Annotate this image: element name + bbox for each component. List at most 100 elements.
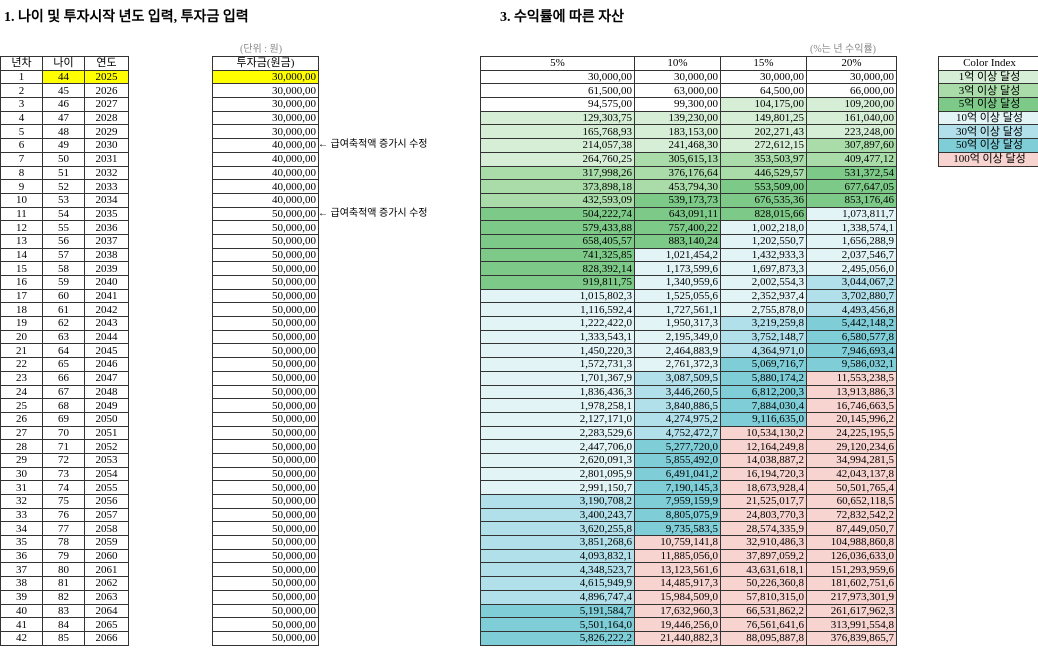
- cell: 50,000,00: [212, 535, 319, 550]
- cell: 2,127,171,0: [480, 411, 635, 427]
- cell: 58: [42, 261, 85, 276]
- row: 1,978,258,1 3,840,886,5 7,884,030,4 16,746,…: [480, 398, 897, 413]
- cell: 85: [42, 630, 85, 646]
- cell: 757,400,22: [634, 220, 721, 235]
- cell: 40,000,00: [212, 165, 319, 181]
- cell: 13,123,561,6: [634, 562, 721, 578]
- row: 3,851,268,6 10,759,141,8 32,910,486,3 104,9…: [480, 535, 897, 550]
- row: 919,811,75 1,340,959,6 2,002,554,3 3,044,06…: [480, 275, 897, 290]
- row: 61,500,00 63,000,00 64,500,00 66,000,00: [480, 83, 897, 99]
- cell: 30,000,00: [212, 83, 319, 99]
- cell: 9,116,635,0: [720, 411, 807, 427]
- row: 2,447,706,0 5,277,720,0 12,164,249,8 29,120…: [480, 439, 897, 454]
- row: 5억 이상 달성: [938, 97, 1038, 112]
- row: 50,000,00: [212, 398, 319, 413]
- cell: 83: [42, 603, 85, 619]
- cell: 36: [0, 548, 43, 564]
- cell: 55: [42, 220, 85, 235]
- cell: 261,617,962,3: [806, 603, 897, 619]
- cell: 1,727,561,1: [634, 302, 721, 318]
- cell: 88,095,887,8: [720, 630, 807, 646]
- cell: 2039: [84, 261, 129, 276]
- row: 50,000,00: [212, 507, 319, 523]
- row: 50,000,00: [212, 603, 319, 619]
- row: 317,998,26 376,176,64 446,529,57 531,372,54: [480, 165, 897, 181]
- cell: 30,000,00: [720, 69, 807, 85]
- row: 3,620,255,8 9,735,583,5 28,574,335,9 87,449…: [480, 521, 897, 537]
- row: 12 55 2036: [0, 220, 129, 235]
- cell: 2047: [84, 370, 129, 386]
- rate-note: (%는 년 수익률): [810, 44, 876, 55]
- cell: 50,000,00: [212, 233, 319, 249]
- cell: 1,021,454,2: [634, 247, 721, 263]
- row: 5 48 2029: [0, 124, 129, 140]
- cell: 82: [42, 589, 85, 605]
- cell: 1,173,599,6: [634, 261, 721, 276]
- cell: 2043: [84, 316, 129, 331]
- cell: 3,620,255,8: [480, 521, 635, 537]
- cell: 2060: [84, 548, 129, 564]
- row: 3,400,243,7 8,805,075,9 24,803,770,3 72,832…: [480, 507, 897, 523]
- row: 10억 이상 달성: [938, 110, 1038, 126]
- cell: 2,801,095,9: [480, 466, 635, 482]
- cell: 3,044,067,2: [806, 275, 897, 290]
- edit-note: ← 급여축적액 증가시 수정: [318, 207, 428, 219]
- row: 3 46 2027: [0, 97, 129, 112]
- cell: 4,752,472,7: [634, 425, 721, 441]
- row: 40 83 2064: [0, 603, 129, 619]
- cell: 353,503,97: [720, 151, 807, 167]
- cell: 68: [42, 398, 85, 413]
- row: 3억 이상 달성: [938, 83, 1038, 99]
- cell: 9: [0, 179, 43, 194]
- cell: 8,805,075,9: [634, 507, 721, 523]
- cell: 1,116,592,4: [480, 302, 635, 318]
- cell: 1,340,959,6: [634, 275, 721, 290]
- cell: 40,000,00: [212, 138, 319, 153]
- cell: 50,000,00: [212, 370, 319, 386]
- cell: 32: [0, 494, 43, 509]
- cell: 2035: [84, 206, 129, 222]
- cell: 24,803,770,3: [720, 507, 807, 523]
- cell: 72: [42, 452, 85, 468]
- cell: 50,000,00: [212, 507, 319, 523]
- row: 579,433,88 757,400,22 1,002,218,0 1,338,574…: [480, 220, 897, 235]
- cell: 13: [0, 233, 43, 249]
- row: 50,000,00: [212, 233, 319, 249]
- cell: 2063: [84, 589, 129, 605]
- cell: 50,000,00: [212, 343, 319, 359]
- cell: 202,271,43: [720, 124, 807, 140]
- row: 50,000,00: [212, 535, 319, 550]
- row: 37 80 2061: [0, 562, 129, 578]
- cell: 2,991,150,7: [480, 480, 635, 495]
- cell: 27: [0, 425, 43, 441]
- cell: 109,200,00: [806, 97, 897, 112]
- row: 264,760,25 305,615,13 353,503,97 409,477,12: [480, 151, 897, 167]
- cell: 5,069,716,7: [720, 357, 807, 372]
- row: 50,000,00: [212, 302, 319, 318]
- cell: 20,145,996,2: [806, 411, 897, 427]
- row: 30,000,00: [212, 124, 319, 140]
- row: 40,000,00: [212, 192, 319, 208]
- row: 30 73 2054: [0, 466, 129, 482]
- cell: 41: [0, 617, 43, 632]
- color-index-table: Color Index 1억 이상 달성 3억 이상 달성 5억 이상 달성 10억 이…: [938, 56, 1038, 167]
- cell: 30,000,00: [634, 69, 721, 85]
- row: 30,000,00: [212, 69, 319, 85]
- cell: 4,364,971,0: [720, 343, 807, 359]
- cell: 2050: [84, 411, 129, 427]
- header-cell: 투자금(원금): [212, 56, 319, 71]
- header-cell: 15%: [720, 56, 807, 71]
- cell: 10,534,130,2: [720, 425, 807, 441]
- cell: 3,840,886,5: [634, 398, 721, 413]
- row: 30,000,00 30,000,00 30,000,00 30,000,00: [480, 69, 897, 85]
- cell: 60,652,118,5: [806, 494, 897, 509]
- cell: 6: [0, 138, 43, 153]
- cell: 24,225,195,5: [806, 425, 897, 441]
- cell: 50,226,360,8: [720, 576, 807, 591]
- cell: 53: [42, 192, 85, 208]
- cell: 643,091,11: [634, 206, 721, 222]
- cell: 50,000,00: [212, 384, 319, 400]
- cell: 432,593,09: [480, 192, 635, 208]
- cell: 50,000,00: [212, 589, 319, 605]
- row: 214,057,38 241,468,30 272,612,15 307,897,60: [480, 138, 897, 153]
